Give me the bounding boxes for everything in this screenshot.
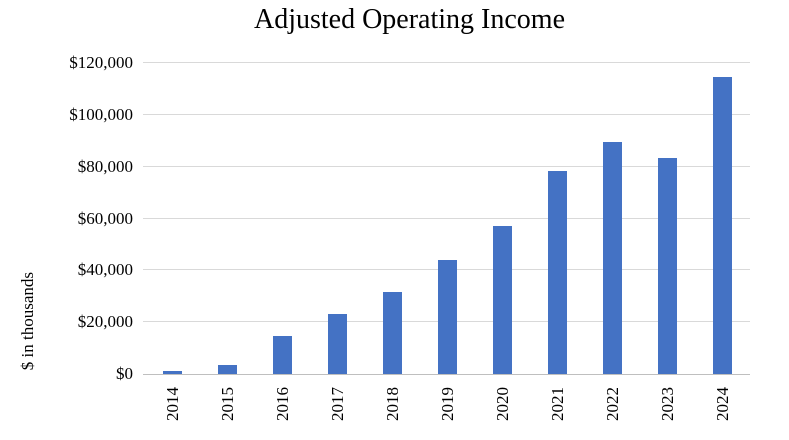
y-tick-label: $120,000: [69, 53, 133, 72]
bar-2015: [218, 365, 237, 374]
x-tick-label: 2021: [547, 387, 567, 421]
bar-2016: [273, 336, 292, 374]
y-tick-label: $0: [116, 364, 133, 383]
y-tick-label: $20,000: [77, 312, 133, 332]
y-tick-label: $60,000: [77, 208, 133, 228]
gridline: [143, 113, 750, 115]
gridline: [143, 62, 750, 63]
bar-2021: [548, 171, 567, 374]
bar-2019: [438, 260, 457, 374]
y-tick-label: $100,000: [69, 104, 133, 124]
bar-2017: [328, 314, 347, 374]
x-tick-label: 2024: [712, 387, 732, 421]
x-tick-label: 2020: [492, 387, 512, 421]
plot-area: [143, 62, 750, 375]
x-tick-label: 2017: [327, 387, 347, 421]
bar-2020: [493, 226, 512, 374]
y-tick-label: $40,000: [77, 260, 133, 280]
x-tick-label: 2019: [437, 387, 457, 421]
y-tick-label: $80,000: [77, 156, 133, 176]
bar-2018: [383, 292, 402, 374]
gridline: [143, 165, 750, 167]
chart-title: Adjusted Operating Income: [253, 4, 566, 35]
bar-2024: [713, 77, 732, 374]
bar-2022: [603, 142, 622, 374]
x-tick-label: 2022: [602, 387, 622, 421]
x-tick-label: 2015: [217, 387, 237, 421]
x-tick-label: 2016: [272, 387, 292, 421]
bar-2014: [163, 371, 182, 374]
x-axis-line: [143, 374, 750, 375]
bar-2023: [658, 158, 677, 374]
x-tick-label: 2018: [382, 387, 402, 421]
x-tick-label: 2014: [162, 387, 182, 421]
x-tick-label: 2023: [657, 387, 677, 421]
gridline: [143, 217, 750, 219]
